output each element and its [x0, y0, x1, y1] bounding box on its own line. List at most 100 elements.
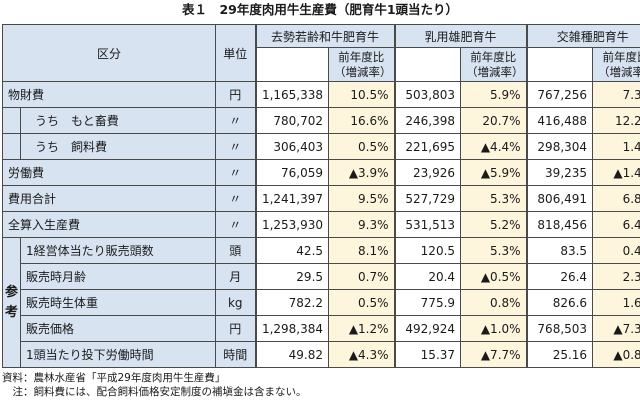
header-unit: 単位	[215, 24, 257, 82]
table-row: 費用合計 〃 1,241,397 9.5% 527,729 5.3% 806,4…	[1, 185, 640, 212]
value-cell: 25.16	[525, 341, 594, 368]
value-cell: 39,235	[525, 159, 594, 186]
table-row: 物財費 円 1,165,338 10.5% 503,803 5.9% 767,2…	[1, 81, 640, 108]
row-label: 販売時月齢	[19, 263, 217, 290]
ratio-cell: 10.5%	[328, 81, 396, 108]
table-row: 販売時月齢 月 29.5 0.7% 20.4 ▲0.5% 26.4 2.3%	[3, 263, 640, 290]
ratio-cell: ▲4.4%	[460, 133, 528, 160]
header-ratio: 前年度比（増減率）	[460, 47, 528, 82]
ratio-cell: 0.5%	[328, 289, 396, 316]
value-cell: 503,803	[393, 81, 462, 108]
value-cell: 416,488	[525, 107, 594, 134]
value-cell: 23,926	[393, 159, 462, 186]
ratio-cell: ▲7.3%	[592, 315, 640, 342]
table-row: 全算入生産費 〃 1,253,930 9.3% 531,513 5.2% 818…	[1, 211, 640, 238]
ratio-cell: 6.8%	[592, 185, 640, 212]
header-ratio: 前年度比（増減率）	[592, 47, 640, 82]
ratio-cell: 20.7%	[460, 107, 528, 134]
row-label: 販売価格	[19, 315, 217, 342]
table-row: 販売価格 円 1,298,384 ▲1.2% 492,924 ▲1.0% 768…	[3, 315, 640, 342]
table-title: 表１ 29年度肉用牛生産費（肥育牛1頭当たり）	[181, 2, 459, 17]
ratio-cell: 8.1%	[328, 237, 396, 264]
header-ratio: 前年度比（増減率）	[328, 47, 396, 82]
value-cell: 246,398	[393, 107, 462, 134]
value-cell: 221,695	[393, 133, 462, 160]
table-row: うち もと畜費 〃 780,702 16.6% 246,398 20.7% 41…	[2, 107, 640, 134]
ratio-cell: ▲1.2%	[328, 315, 396, 342]
source-note: 資料：農林水産省「平成29年度肉用牛生産費」	[2, 372, 226, 384]
row-label: 費用合計	[1, 185, 217, 212]
ratio-cell: 5.3%	[460, 185, 528, 212]
table-row: うち 飼料費 〃 306,403 0.5% 221,695 ▲4.4% 298,…	[2, 133, 640, 160]
row-unit: 時間	[215, 341, 257, 368]
value-cell: 15.37	[393, 341, 462, 368]
value-cell: 527,729	[393, 185, 462, 212]
value-cell: 775.9	[393, 289, 462, 316]
ratio-cell: 5.3%	[460, 237, 528, 264]
value-cell: 780,702	[254, 107, 330, 134]
table-row: 参考 1経営体当たり販売頭数 頭 42.5 8.1% 120.5 5.3% 83…	[2, 237, 640, 368]
value-cell: 42.5	[254, 237, 330, 264]
value-cell: 298,304	[525, 133, 594, 160]
ratio-cell: ▲3.9%	[328, 159, 396, 186]
value-cell: 1,241,397	[254, 185, 330, 212]
ratio-cell: ▲0.5%	[460, 263, 528, 290]
ratio-cell: 0.7%	[328, 263, 396, 290]
value-cell: 492,924	[393, 315, 462, 342]
row-unit: 〃	[215, 185, 257, 212]
value-cell: 1,253,930	[254, 211, 330, 238]
header-group-crossbred: 交雑種肥育牛	[525, 24, 640, 48]
ratio-cell: 9.5%	[328, 185, 396, 212]
ratio-cell: 12.2%	[592, 107, 640, 134]
value-cell: 826.6	[525, 289, 594, 316]
row-unit: kg	[215, 289, 257, 316]
value-cell: 782.2	[254, 289, 330, 316]
header-blank	[525, 47, 594, 82]
row-label: うち 飼料費	[19, 133, 217, 160]
ratio-cell: 5.2%	[460, 211, 528, 238]
ratio-cell: 1.4%	[592, 133, 640, 160]
row-unit: 〃	[215, 133, 257, 160]
ratio-cell: 0.5%	[328, 133, 396, 160]
value-cell: 20.4	[393, 263, 462, 290]
value-cell: 83.5	[525, 237, 594, 264]
value-cell: 767,256	[525, 81, 594, 108]
value-cell: 818,456	[525, 211, 594, 238]
ratio-cell: 7.3%	[592, 81, 640, 108]
production-cost-table: 区分 単位 去勢若齢和牛肥育牛 乳用雄肥育牛 交雑種肥育牛 前年度比 （増減率） …	[1, 24, 640, 368]
ratio-cell: ▲5.9%	[460, 159, 528, 186]
table-row: 労働費 〃 76,059 ▲3.9% 23,926 ▲5.9% 39,235 ▲…	[1, 159, 640, 186]
value-cell: 806,491	[525, 185, 594, 212]
value-cell: 531,513	[393, 211, 462, 238]
ratio-cell: 0.4%	[592, 237, 640, 264]
header-blank	[393, 47, 462, 82]
value-cell: 76,059	[254, 159, 330, 186]
indent-spacer	[2, 133, 21, 160]
value-cell: 768,503	[525, 315, 594, 342]
value-cell: 120.5	[393, 237, 462, 264]
ratio-cell: 1.6%	[592, 289, 640, 316]
ratio-cell: ▲4.3%	[328, 341, 396, 368]
ratio-cell: ▲7.7%	[460, 341, 528, 368]
row-unit: 〃	[215, 159, 257, 186]
table-notes: 資料：農林水産省「平成29年度肉用牛生産費」 注：飼料費には、配合飼料価格安定制…	[2, 371, 307, 399]
value-cell: 1,165,338	[254, 81, 330, 108]
row-label: うち もと畜費	[19, 107, 217, 134]
indent-spacer	[2, 107, 21, 134]
ratio-cell: ▲1.0%	[460, 315, 528, 342]
row-unit: 〃	[215, 211, 257, 238]
table-row: 販売時生体重 kg 782.2 0.5% 775.9 0.8% 826.6 1.…	[3, 289, 640, 316]
value-cell: 29.5	[254, 263, 330, 290]
ratio-cell: ▲0.8%	[592, 341, 640, 368]
ratio-cell: 6.4%	[592, 211, 640, 238]
ratio-cell: ▲1.4%	[592, 159, 640, 186]
header-group-dairy: 乳用雄肥育牛	[393, 24, 528, 48]
value-cell: 306,403	[254, 133, 330, 160]
row-unit: 〃	[215, 107, 257, 134]
row-unit: 円	[215, 315, 257, 342]
row-label: 1経営体当たり販売頭数	[19, 237, 217, 264]
value-cell: 1,298,384	[254, 315, 330, 342]
value-cell: 26.4	[525, 263, 594, 290]
header-category: 区分	[1, 24, 217, 82]
table-row: 1頭当たり投下労働時間 時間 49.82 ▲4.3% 15.37 ▲7.7% 2…	[3, 341, 640, 368]
